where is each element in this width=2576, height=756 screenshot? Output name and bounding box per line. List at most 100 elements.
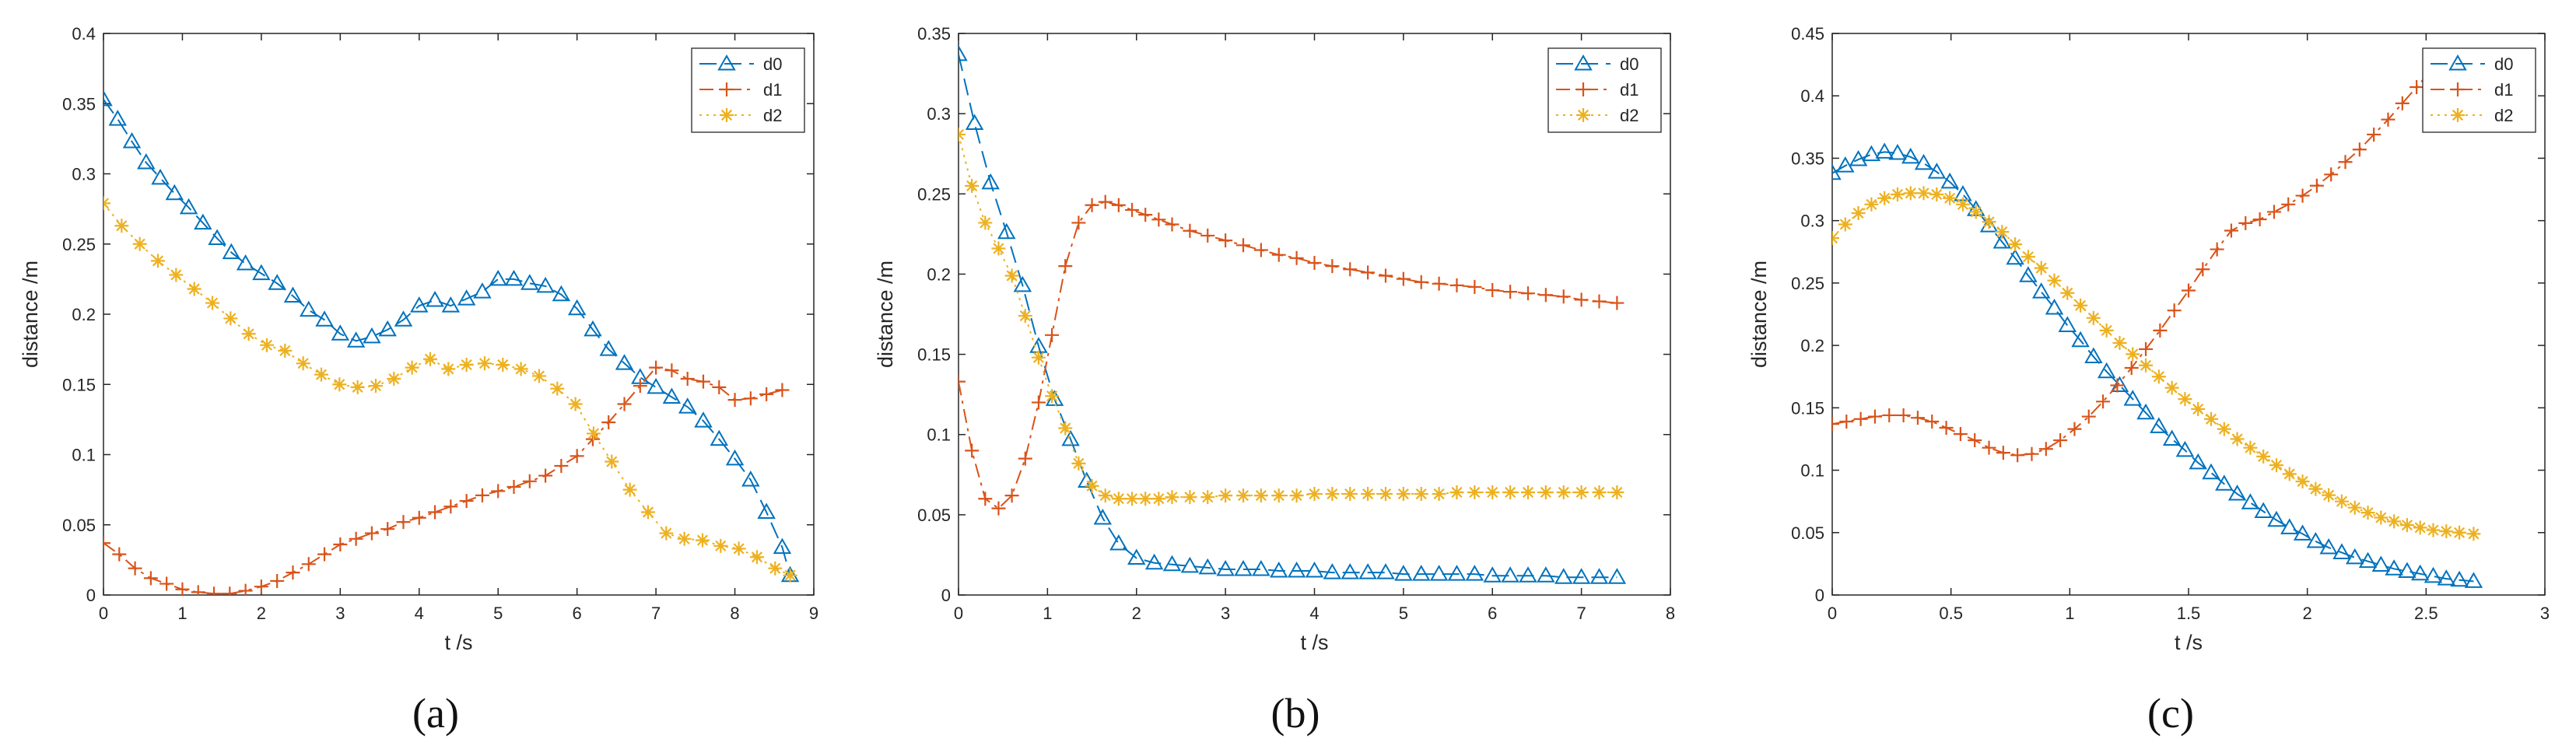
data-point-d0: [151, 168, 170, 185]
data-point-d2: [2047, 273, 2062, 288]
data-point-d2: [695, 533, 710, 548]
data-point-d1: [1574, 292, 1589, 307]
x-axis-label: t /s: [2175, 631, 2203, 654]
data-point-d0: [2306, 531, 2325, 548]
data-point-d1: [2324, 167, 2339, 182]
data-point-d2: [1916, 186, 1931, 201]
data-point-d2: [640, 505, 655, 520]
data-point-d2: [2139, 358, 2154, 373]
data-point-d2: [731, 541, 746, 556]
data-point-d0: [457, 289, 476, 306]
legend-marker-d1: [2451, 82, 2465, 96]
data-point-d0: [2045, 298, 2064, 315]
data-point-d2: [1396, 487, 1411, 502]
data-point-d2: [568, 397, 583, 411]
data-point-d0: [520, 274, 539, 290]
data-point-d1: [2338, 155, 2353, 170]
y-tick-label: 0.15: [917, 345, 951, 365]
data-point-d0: [363, 327, 381, 344]
data-point-d0: [1875, 142, 1894, 159]
data-point-d2: [1929, 187, 1944, 201]
data-point-d1: [759, 387, 774, 401]
y-tick-label: 0.35: [917, 24, 951, 44]
data-point-d0: [315, 310, 334, 327]
data-point-d1: [1151, 212, 1166, 227]
data-point-d2: [1485, 485, 1500, 499]
data-point-d2: [1151, 492, 1166, 506]
y-tick-label: 0.4: [72, 24, 96, 44]
data-point-d0: [1287, 562, 1306, 578]
x-tick-label: 1: [2065, 604, 2074, 623]
x-tick-label: 2.5: [2414, 604, 2438, 623]
data-point-d1: [412, 510, 426, 525]
series-line-d2: [103, 202, 790, 576]
data-point-d1: [396, 515, 411, 530]
data-point-d1: [1414, 275, 1428, 289]
series-group: [959, 44, 1627, 584]
data-point-d0: [2385, 559, 2403, 576]
data-point-d2: [1098, 488, 1113, 503]
data-point-d2: [2308, 481, 2323, 496]
data-point-d1: [1218, 233, 1233, 248]
data-point-d1: [1236, 238, 1250, 253]
data-point-d2: [2020, 250, 2035, 264]
data-point-d0: [599, 340, 618, 356]
data-point-d2: [223, 311, 238, 326]
data-point-d2: [205, 296, 219, 310]
data-point-d2: [2034, 261, 2049, 275]
data-point-d2: [496, 357, 510, 372]
data-point-d2: [2178, 392, 2192, 407]
y-axis-label: distance /m: [1747, 261, 1771, 368]
data-point-d1: [1071, 215, 1086, 230]
data-point-d2: [1165, 490, 1179, 505]
data-point-d2: [1361, 487, 1376, 502]
legend-marker-d0: [2448, 54, 2467, 71]
data-point-d0: [2437, 569, 2456, 586]
data-point-d2: [677, 531, 692, 546]
x-tick-label: 0.5: [1939, 604, 1963, 623]
data-point-d1: [1098, 194, 1113, 209]
data-point-d0: [2006, 248, 2024, 265]
chart-panel-c: 0 0.5 1 1.5 2 2.5 3 0 0.05 0.1 0.15 0.2 0.25 0.3 0.35 0…: [1747, 24, 2550, 737]
data-point-d0: [1198, 558, 1217, 575]
data-point-d1: [428, 505, 443, 520]
data-point-d0: [2150, 417, 2168, 433]
data-point-d1: [991, 501, 1006, 516]
data-point-d1: [2281, 197, 2296, 212]
data-point-d2: [1071, 456, 1086, 471]
data-point-d0: [981, 173, 1000, 190]
data-point-d2: [259, 338, 274, 352]
data-point-d0: [2398, 562, 2417, 579]
data-point-d1: [1925, 414, 1940, 429]
data-point-d0: [2202, 463, 2220, 480]
data-point-d2: [2008, 237, 2023, 252]
data-point-d1: [2067, 422, 2082, 436]
data-point-d1: [491, 484, 506, 499]
data-point-d1: [1982, 440, 1996, 455]
y-axis-label: distance /m: [19, 261, 42, 368]
x-tick-label: 3: [335, 604, 345, 623]
data-point-d1: [2053, 433, 2068, 448]
x-tick-label: 3: [1221, 604, 1230, 623]
data-point-d0: [2175, 440, 2195, 457]
data-point-d1: [1085, 198, 1099, 212]
data-point-d0: [1429, 565, 1449, 581]
data-point-d1: [254, 579, 268, 594]
y-tick-label: 0.2: [72, 305, 96, 324]
data-point-d1: [2081, 409, 2096, 424]
x-tick-label: 7: [651, 604, 661, 623]
x-tick-label: 5: [493, 604, 503, 623]
y-tick-label: 0.25: [917, 184, 951, 204]
data-point-d0: [2071, 331, 2090, 348]
data-point-d2: [103, 196, 110, 211]
data-point-d2: [2374, 510, 2388, 525]
data-point-d1: [1289, 250, 1304, 265]
data-point-d2: [1556, 485, 1571, 499]
data-point-d2: [622, 482, 637, 497]
y-tick-label: 0.35: [62, 94, 96, 114]
data-point-d2: [1031, 350, 1046, 365]
data-point-d1: [727, 393, 742, 408]
data-point-d2: [422, 352, 437, 366]
data-point-d2: [1085, 478, 1099, 493]
data-point-d0: [1013, 275, 1032, 292]
